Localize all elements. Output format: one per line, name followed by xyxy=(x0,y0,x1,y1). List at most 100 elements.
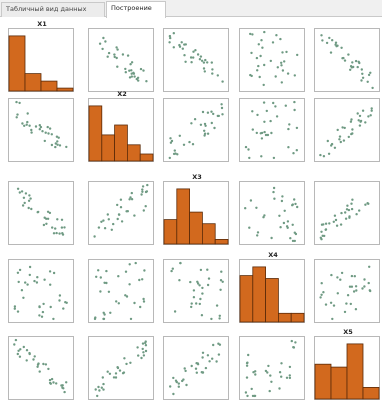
scatter-point xyxy=(341,126,344,129)
scatter-point xyxy=(48,211,52,215)
scatter-point xyxy=(361,109,365,112)
scatter-point xyxy=(182,378,185,381)
scatter-point xyxy=(352,290,356,293)
histogram-bar xyxy=(56,87,74,92)
scatter-point xyxy=(196,280,199,283)
scatter-point xyxy=(207,277,211,280)
scatter-point xyxy=(42,302,45,306)
scatter-point xyxy=(198,58,202,61)
scatter-point xyxy=(129,63,132,66)
scatter-point xyxy=(293,108,296,112)
scatter-point xyxy=(52,381,55,384)
scatter-point xyxy=(28,124,31,127)
scatter-point xyxy=(101,376,104,379)
scatter-point xyxy=(17,349,20,352)
scatter-point xyxy=(28,273,31,277)
scatter-point xyxy=(201,351,205,354)
scatter-point xyxy=(63,226,66,229)
tab-plot[interactable]: Построение xyxy=(106,1,166,18)
scatter-point xyxy=(343,126,346,130)
scatter-point xyxy=(204,58,207,62)
scatter-point xyxy=(58,232,61,235)
scatter-point xyxy=(258,75,261,79)
scatter-point xyxy=(58,299,61,302)
scatter-point xyxy=(336,44,339,47)
scatter-point xyxy=(194,49,197,52)
scatter-point xyxy=(55,382,58,385)
scatter-point xyxy=(52,317,55,321)
scatter-point xyxy=(269,119,272,123)
scatter-point xyxy=(20,190,24,193)
scatter-point xyxy=(285,376,289,379)
scatter-point xyxy=(190,122,193,125)
scatter-point xyxy=(206,268,209,271)
scatter-point xyxy=(280,81,283,84)
scatter-point xyxy=(361,72,364,75)
scatter-point xyxy=(280,64,283,67)
scatter-point xyxy=(352,65,355,69)
scatter-point xyxy=(102,382,105,386)
scatter-point xyxy=(219,288,222,291)
scatter-point xyxy=(358,124,362,127)
scatter-point xyxy=(102,219,105,222)
scatter-point xyxy=(144,205,147,208)
scatter-point xyxy=(244,145,248,149)
tab-table-view[interactable]: Табличный вид данных xyxy=(1,2,105,17)
scatter-x3-x5 xyxy=(314,181,380,245)
scatter-point xyxy=(168,156,171,160)
scatter-point xyxy=(320,230,323,233)
scatter-point xyxy=(210,110,213,113)
scatter-point xyxy=(293,74,296,77)
scatter-point xyxy=(169,385,172,388)
scatter-point xyxy=(351,128,354,131)
scatter-point xyxy=(353,275,356,278)
histogram-x3: X3 xyxy=(163,173,229,245)
scatter-point xyxy=(116,48,119,51)
scatter-point xyxy=(288,123,291,126)
scatter-point xyxy=(104,40,107,43)
scatter-point xyxy=(359,119,363,123)
scatter-point xyxy=(329,51,333,54)
scatter-point xyxy=(203,134,206,137)
scatter-point xyxy=(50,143,54,147)
scatter-point xyxy=(130,69,133,72)
scatter-point xyxy=(350,285,354,288)
scatter-point xyxy=(247,353,250,357)
scatter-point xyxy=(208,360,211,363)
scatter-point xyxy=(350,274,354,278)
scatter-point xyxy=(100,220,103,223)
histogram-x2: X2 xyxy=(88,90,154,162)
scatter-point xyxy=(141,185,145,188)
scatter-point xyxy=(178,134,181,137)
scatter-point xyxy=(189,280,192,284)
scatter-x4-x3 xyxy=(163,259,229,323)
scatter-point xyxy=(106,370,109,373)
scatter-point xyxy=(101,47,104,51)
scatter-point xyxy=(260,155,263,158)
scatter-point xyxy=(180,41,183,44)
scatter-point xyxy=(348,216,351,219)
scatter-point xyxy=(139,305,142,309)
scatter-point xyxy=(364,121,367,124)
scatter-point xyxy=(278,387,281,390)
scatter-point xyxy=(46,210,50,213)
scatter-point xyxy=(319,153,322,157)
scatter-point xyxy=(110,228,113,231)
scatter-point xyxy=(117,275,120,278)
scatter-point xyxy=(211,72,214,75)
scatter-point xyxy=(15,100,18,104)
scatter-point xyxy=(260,137,264,140)
scatter-point xyxy=(38,305,41,309)
scatter-point xyxy=(274,105,277,108)
histogram-bar xyxy=(114,124,128,162)
scatter-point xyxy=(324,228,327,231)
scatter-point xyxy=(128,76,132,79)
scatter-point xyxy=(23,124,26,127)
scatter-point xyxy=(200,59,204,62)
scatter-point xyxy=(183,367,186,370)
scatter-point xyxy=(333,214,337,217)
scatter-x4-x2 xyxy=(88,259,154,323)
scatter-point xyxy=(264,369,268,373)
scatter-point xyxy=(293,100,296,104)
scatter-point xyxy=(25,349,29,352)
